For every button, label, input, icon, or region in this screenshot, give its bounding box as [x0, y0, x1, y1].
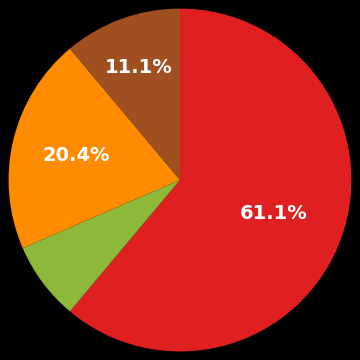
Wedge shape — [23, 180, 180, 311]
Wedge shape — [70, 9, 351, 351]
Text: 11.1%: 11.1% — [105, 58, 173, 77]
Wedge shape — [9, 49, 180, 248]
Wedge shape — [70, 9, 180, 180]
Text: 20.4%: 20.4% — [43, 146, 110, 165]
Text: 61.1%: 61.1% — [239, 204, 307, 224]
